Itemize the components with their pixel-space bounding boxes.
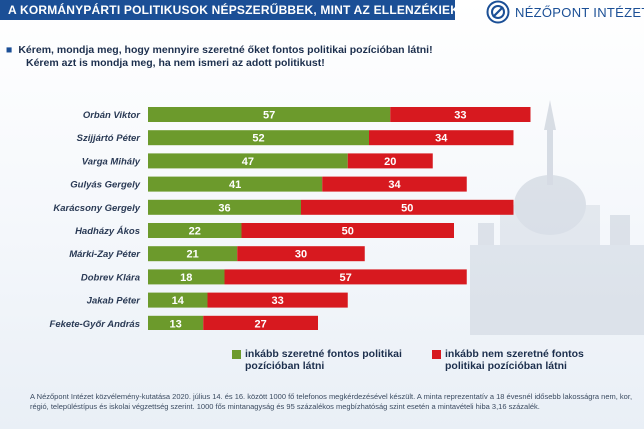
bar-red	[347, 153, 433, 169]
methodology-footer: A Nézőpont Intézet közvélemény-kutatása …	[30, 392, 633, 411]
data-label: 27	[255, 318, 267, 330]
data-label: 34	[388, 179, 401, 191]
bar-red	[207, 292, 348, 308]
bar-red	[237, 246, 365, 262]
category-label: Márki-Zay Péter	[69, 249, 141, 260]
bar-red	[203, 315, 318, 330]
category-label: Orbán Viktor	[83, 110, 141, 121]
category-label: Szijjártó Péter	[77, 133, 142, 144]
stacked-bar-chart: Orbán Viktor 57 33 Szijjártó Péter 52 34 Varga…	[50, 107, 531, 330]
bullet-icon: ■	[6, 44, 13, 56]
bar-green	[148, 199, 301, 215]
data-label: 33	[272, 295, 284, 307]
legend-item-green: inkább szeretné fontos politikai pozíció…	[232, 348, 425, 372]
category-label: Varga Mihály	[82, 156, 141, 167]
bar-green	[148, 153, 348, 169]
survey-question: ■ Kérem, mondja meg, hogy mennyire szeret…	[6, 44, 446, 70]
bar-red	[390, 107, 531, 122]
data-label: 47	[242, 156, 254, 168]
bar-green	[148, 107, 391, 122]
bar-green	[148, 292, 208, 308]
header-title: A KORMÁNYPÁRTI POLITIKUSOK NÉPSZERŰBBEK,…	[0, 0, 455, 20]
bar-red	[369, 130, 514, 146]
data-label: 18	[180, 272, 192, 284]
data-label: 20	[384, 156, 396, 168]
question-line-2: Kérem azt is mondja meg, ha nem ismeri a…	[26, 57, 325, 69]
category-label: Fekete-Győr András	[50, 319, 140, 330]
nezopont-logo-icon	[486, 0, 510, 24]
bar-red	[301, 199, 514, 215]
data-label: 57	[263, 110, 275, 122]
legend-item-red: inkább nem szeretné fontos politikai poz…	[432, 348, 625, 372]
bar-green	[148, 269, 225, 285]
logo-text: NÉZŐPONT INTÉZET	[515, 4, 644, 20]
bar-red	[224, 269, 467, 285]
data-label: 52	[252, 133, 264, 145]
category-label: Hadházy Ákos	[75, 226, 140, 237]
data-label: 13	[170, 318, 182, 330]
bar-green	[148, 176, 323, 192]
parliament-building-illustration	[470, 100, 644, 335]
data-label: 34	[435, 133, 448, 145]
header: A KORMÁNYPÁRTI POLITIKUSOK NÉPSZERŰBBEK,…	[0, 0, 644, 24]
bar-green	[148, 223, 242, 238]
question-line-1: ■ Kérem, mondja meg, hogy mennyire szeret…	[6, 44, 433, 56]
category-label: Karácsony Gergely	[53, 203, 140, 214]
data-label: 57	[340, 272, 352, 284]
category-label: Gulyás Gergely	[70, 180, 140, 191]
data-label: 33	[454, 110, 466, 122]
data-label: 14	[172, 295, 185, 307]
data-label: 50	[342, 226, 354, 238]
category-label: Dobrev Klára	[81, 272, 140, 283]
legend-label-green: inkább szeretné fontos politikai pozíció…	[245, 348, 402, 372]
legend-label-red: inkább nem szeretné fontos politikai poz…	[445, 348, 584, 372]
data-label: 21	[187, 249, 199, 261]
category-label: Jakab Péter	[87, 296, 142, 307]
data-label: 22	[189, 226, 201, 238]
bar-red	[241, 223, 454, 238]
data-label: 36	[218, 202, 230, 214]
data-label: 41	[229, 179, 241, 191]
data-label: 50	[401, 202, 413, 214]
bar-red	[322, 176, 467, 192]
bar-green	[148, 315, 204, 330]
legend-swatch-green	[232, 350, 241, 359]
bar-green	[148, 130, 369, 146]
bar-green	[148, 246, 238, 262]
legend-swatch-red	[432, 350, 441, 359]
data-label: 30	[295, 249, 307, 261]
logo: NÉZŐPONT INTÉZET	[486, 0, 644, 24]
